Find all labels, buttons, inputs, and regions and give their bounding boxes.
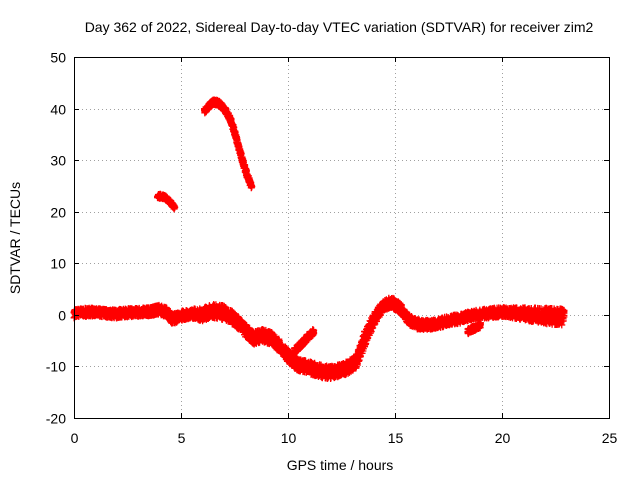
series-arc-late — [291, 325, 318, 357]
series-arc-mid — [201, 96, 256, 192]
x-tick-label: 0 — [71, 430, 79, 446]
data-points — [70, 96, 568, 382]
y-tick-label: 20 — [50, 205, 66, 221]
y-tick-label: 30 — [50, 153, 66, 169]
y-tick-label: 50 — [50, 50, 66, 66]
y-tick-label: 10 — [50, 256, 66, 272]
x-tick-label: 5 — [178, 430, 186, 446]
y-tick-label: 0 — [58, 308, 66, 324]
series-arc-early — [154, 190, 179, 213]
chart-title: Day 362 of 2022, Sidereal Day-to-day VTE… — [85, 19, 594, 35]
y-tick-label: -20 — [46, 411, 66, 427]
y-tick-label: 40 — [50, 102, 66, 118]
series-main — [70, 294, 568, 382]
y-tick-label: -10 — [46, 359, 66, 375]
